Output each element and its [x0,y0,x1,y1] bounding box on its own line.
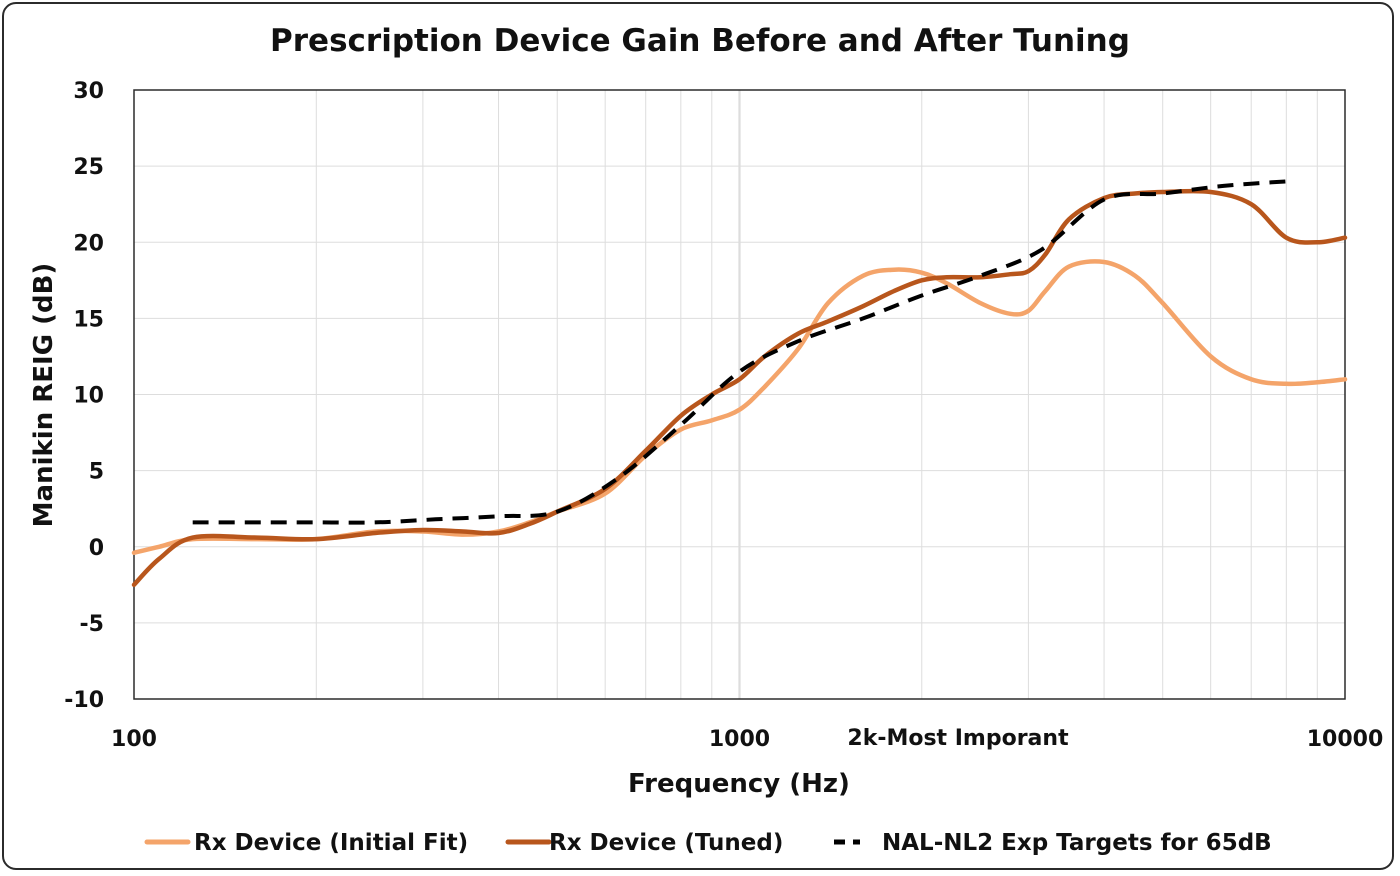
x-tick-label: 100 [111,727,157,752]
y-tick-label: -5 [80,612,104,637]
y-tick-labels: -10 -5 0 5 10 15 20 25 30 [64,79,104,713]
legend-label-tuned: Rx Device (Tuned) [549,830,783,856]
y-axis-label: Manikin REIG (dB) [29,263,59,528]
y-tick-label: 30 [73,79,104,104]
grid [134,90,1345,699]
series-line-tuned [131,188,1348,588]
y-tick-label: 15 [73,307,104,332]
y-tick-label: 20 [73,231,104,256]
y-tick-label: 5 [89,460,104,485]
x-tick-label: 10000 [1307,727,1384,752]
annotation-2k: 2k-Most Imporant [847,726,1069,751]
plot-area [133,89,1346,700]
legend-label-initial-fit: Rx Device (Initial Fit) [194,830,468,856]
legend-label-nal-targets: NAL-NL2 Exp Targets for 65dB [882,830,1272,856]
x-axis-label: Frequency (Hz) [628,769,850,799]
series-line-nal-targets [192,179,1287,525]
y-tick-label: 0 [89,536,104,561]
series-lines [131,179,1348,588]
legend: Rx Device (Initial Fit) Rx Device (Tuned… [144,830,1272,856]
y-tick-label: -10 [64,688,104,713]
chart-title: Prescription Device Gain Before and Afte… [270,23,1130,59]
x-tick-labels: 100 1000 10000 [111,727,1383,752]
y-tick-label: 25 [73,155,104,180]
x-tick-label: 1000 [709,727,770,752]
y-tick-label: 10 [73,384,104,409]
